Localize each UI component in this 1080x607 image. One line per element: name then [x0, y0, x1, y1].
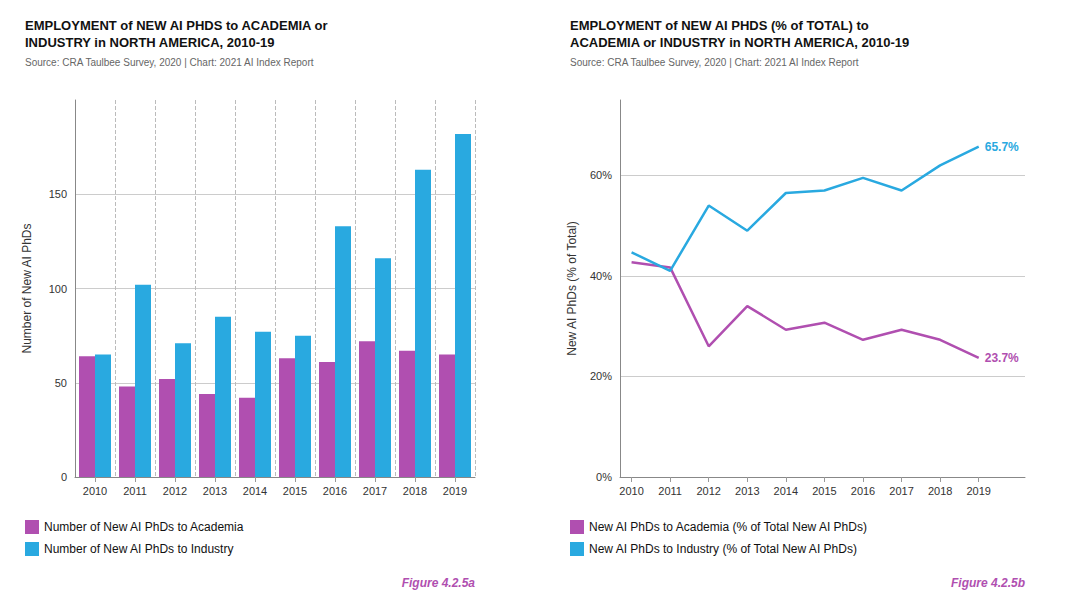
svg-text:20%: 20% [590, 370, 612, 382]
svg-text:Source: CRA Taulbee Survey, 20: Source: CRA Taulbee Survey, 2020 | Chart… [570, 57, 859, 68]
svg-text:150: 150 [49, 188, 67, 200]
svg-text:New AI PhDs to Industry (% of: New AI PhDs to Industry (% of Total New … [589, 542, 857, 556]
svg-text:INDUSTRY in NORTH AMERICA, 201: INDUSTRY in NORTH AMERICA, 2010-19 [25, 35, 274, 50]
svg-text:Figure 4.2.5b: Figure 4.2.5b [951, 576, 1025, 590]
svg-text:ACADEMIA or INDUSTRY in NORTH: ACADEMIA or INDUSTRY in NORTH AMERICA, 2… [570, 35, 909, 50]
svg-text:2011: 2011 [123, 485, 147, 497]
svg-text:2015: 2015 [283, 485, 307, 497]
svg-text:Figure 4.2.5a: Figure 4.2.5a [402, 576, 476, 590]
svg-text:2016: 2016 [851, 485, 875, 497]
svg-text:2017: 2017 [363, 485, 387, 497]
svg-text:40%: 40% [590, 270, 612, 282]
svg-text:2012: 2012 [696, 485, 720, 497]
svg-text:23.7%: 23.7% [985, 351, 1019, 365]
svg-text:2013: 2013 [735, 485, 759, 497]
svg-text:EMPLOYMENT of NEW AI PHDS to A: EMPLOYMENT of NEW AI PHDS to ACADEMIA or [25, 18, 328, 33]
svg-text:65.7%: 65.7% [985, 140, 1019, 154]
svg-text:2010: 2010 [619, 485, 643, 497]
svg-text:2011: 2011 [658, 485, 682, 497]
svg-text:New AI PhDs (% of Total): New AI PhDs (% of Total) [565, 221, 579, 356]
svg-text:2019: 2019 [966, 485, 990, 497]
svg-text:2014: 2014 [774, 485, 798, 497]
svg-text:EMPLOYMENT of NEW AI PHDS (% o: EMPLOYMENT of NEW AI PHDS (% of TOTAL) t… [570, 18, 869, 33]
svg-text:Source: CRA Taulbee Survey, 20: Source: CRA Taulbee Survey, 2020 | Chart… [25, 57, 314, 68]
svg-text:2015: 2015 [812, 485, 836, 497]
svg-text:New AI PhDs to Academia (% of: New AI PhDs to Academia (% of Total New … [589, 520, 867, 534]
svg-text:Number of New AI PhDs to Indus: Number of New AI PhDs to Industry [44, 542, 233, 556]
svg-text:2019: 2019 [443, 485, 467, 497]
svg-text:0%: 0% [596, 471, 612, 483]
svg-text:0: 0 [61, 471, 67, 483]
svg-text:2016: 2016 [323, 485, 347, 497]
svg-text:60%: 60% [590, 169, 612, 181]
svg-text:100: 100 [49, 283, 67, 295]
svg-text:2014: 2014 [243, 485, 267, 497]
svg-text:2013: 2013 [203, 485, 227, 497]
svg-text:2017: 2017 [889, 485, 913, 497]
svg-text:2012: 2012 [163, 485, 187, 497]
svg-text:2018: 2018 [403, 485, 427, 497]
svg-text:50: 50 [55, 377, 67, 389]
svg-text:2018: 2018 [928, 485, 952, 497]
svg-text:Number of New AI PhDs to Acade: Number of New AI PhDs to Academia [44, 520, 244, 534]
svg-text:Number of New AI PhDs: Number of New AI PhDs [20, 223, 34, 353]
svg-text:2010: 2010 [83, 485, 107, 497]
